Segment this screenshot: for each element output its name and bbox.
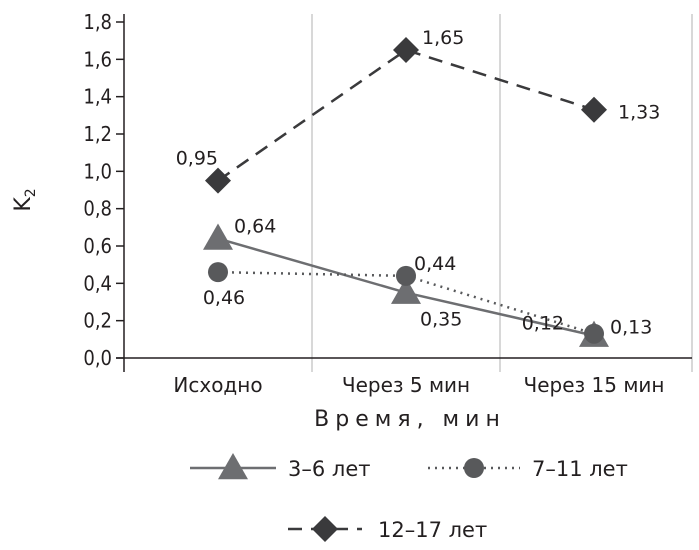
data-label-2-2: 1,33 [618,102,660,124]
legend-marker-2 [312,516,338,542]
y-tick-label-0: 0,0 [83,346,112,370]
y-tick-label-4: 0,8 [83,197,112,221]
series-2-point-1 [393,37,419,63]
series-group [203,37,609,347]
y-tick-label-6: 1,2 [83,122,112,146]
data-label-1-0: 0,46 [203,287,245,309]
data-label-0-0: 0,64 [234,216,276,238]
data-label-1-2: 0,13 [610,317,652,339]
series-1 [208,262,604,344]
y-tick-label-3: 0,6 [83,234,112,258]
x-category-label-0: Исходно [173,373,262,397]
y-tick-label-1: 0,2 [83,309,112,333]
series-2-point-2 [581,96,607,123]
y-tick-label-8: 1,6 [83,47,112,71]
series-1-point-2 [584,323,604,344]
series-0-point-1 [391,277,421,304]
y-axis-title: K2 [11,188,39,211]
legend-label-2: 12–17 лет [378,518,487,542]
y-tick-label-9: 1,8 [83,10,112,34]
y-axis-title-sub: 2 [23,188,39,197]
y-tick-label-7: 1,4 [83,85,112,109]
legend-item-2: 12–17 лет [288,516,487,542]
legend: 3–6 лет 7–11 лет 12–17 лет [190,453,628,542]
data-label-2-1: 1,65 [422,27,464,49]
axes [116,14,692,372]
y-tick-label-2: 0,4 [83,271,112,295]
legend-label-1: 7–11 лет [532,457,628,481]
legend-item-1: 7–11 лет [428,457,628,481]
legend-marker-0 [218,453,248,480]
series-2 [205,37,607,194]
grid-lines [311,14,693,372]
x-category-label-1: Через 5 мин [342,373,470,397]
x-axis-title: Время, мин [314,407,506,432]
legend-label-0: 3–6 лет [288,457,370,481]
data-label-0-1: 0,35 [420,309,462,331]
x-category-labels: Исходно Через 5 мин Через 15 мин [173,373,664,397]
y-tick-labels: 0,0 0,2 0,4 0,6 0,8 1,0 1,2 1,4 1,6 1,8 [83,10,112,370]
legend-item-0: 3–6 лет [190,453,370,481]
series-0-point-0 [203,223,233,250]
data-label-0-2: 0,12 [522,313,564,335]
series-1-point-0 [208,262,228,283]
y-tick-label-5: 1,0 [83,159,112,183]
data-label-1-1: 0,44 [414,253,456,275]
data-label-2-0: 0,95 [176,148,218,170]
data-labels: 0,64 0,35 0,12 0,46 0,44 0,13 0,95 1,65 1,33 [176,27,661,339]
series-1-point-1 [396,265,416,286]
x-category-label-2: Через 15 мин [524,373,665,397]
legend-marker-1 [464,458,484,478]
y-axis-title-main: K [11,197,36,212]
series-2-point-0 [205,167,231,194]
series-line-2 [217,48,595,182]
